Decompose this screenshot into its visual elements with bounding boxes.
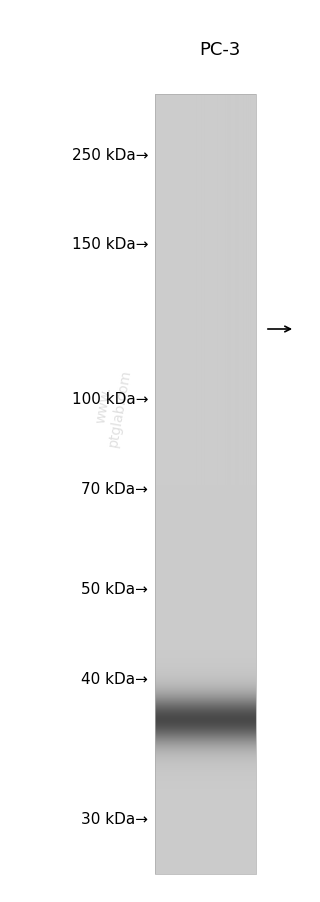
Text: 70 kDa→: 70 kDa→ bbox=[81, 482, 148, 497]
Text: 250 kDa→: 250 kDa→ bbox=[71, 147, 148, 162]
Text: PC-3: PC-3 bbox=[199, 41, 241, 59]
Text: 50 kDa→: 50 kDa→ bbox=[81, 582, 148, 597]
Text: 100 kDa→: 100 kDa→ bbox=[71, 392, 148, 407]
Text: www.
ptglab.com: www. ptglab.com bbox=[90, 364, 134, 447]
Bar bbox=[155, 95, 256, 874]
Text: 30 kDa→: 30 kDa→ bbox=[81, 812, 148, 826]
Text: 40 kDa→: 40 kDa→ bbox=[81, 672, 148, 686]
Text: 150 kDa→: 150 kDa→ bbox=[71, 237, 148, 253]
